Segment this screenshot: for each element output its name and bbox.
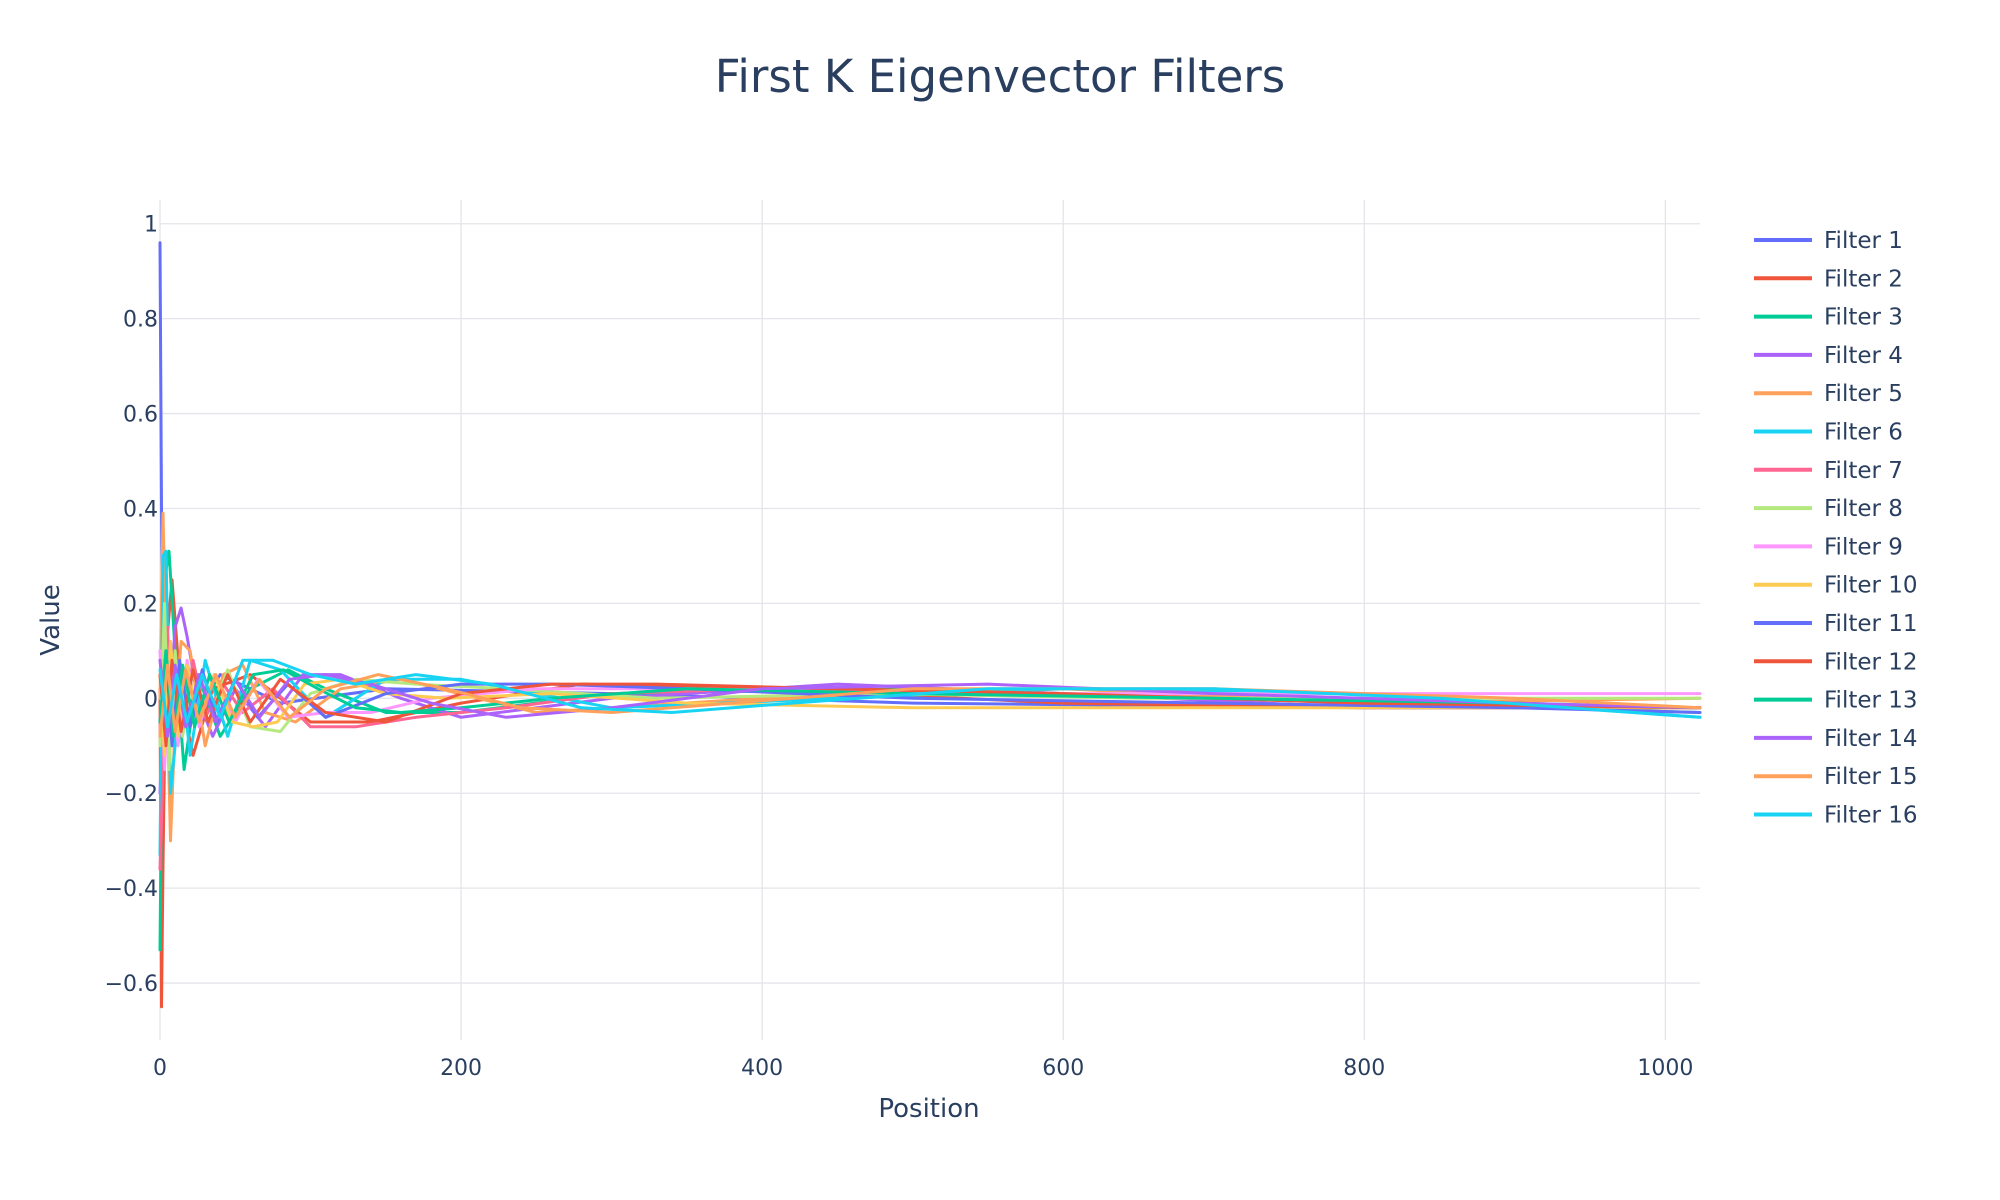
legend-item-filter-9[interactable]: Filter 9 xyxy=(1754,534,1903,560)
y-axis-ticks: −0.6 −0.4 −0.2 0 0.2 0.4 0.6 0.8 1 xyxy=(105,213,158,997)
legend-label: Filter 3 xyxy=(1824,305,1903,331)
x-tick-label: 1000 xyxy=(1637,1056,1693,1081)
legend-item-filter-6[interactable]: Filter 6 xyxy=(1754,420,1903,446)
x-tick-label: 400 xyxy=(741,1056,783,1081)
x-axis-title: Position xyxy=(878,1094,979,1124)
legend-item-filter-11[interactable]: Filter 11 xyxy=(1754,611,1918,637)
legend-label: Filter 1 xyxy=(1824,228,1903,254)
y-tick-label: −0.2 xyxy=(105,782,158,807)
y-axis-title: Value xyxy=(36,584,66,655)
legend-item-filter-15[interactable]: Filter 15 xyxy=(1754,764,1918,790)
legend-label: Filter 12 xyxy=(1824,649,1918,675)
x-axis-ticks: 0 200 400 600 800 1000 xyxy=(153,1056,1693,1081)
y-tick-label: 0 xyxy=(144,687,158,712)
x-tick-label: 0 xyxy=(153,1056,167,1081)
legend-label: Filter 7 xyxy=(1824,458,1903,484)
series-line-filter-16 xyxy=(158,658,1702,729)
legend-item-filter-14[interactable]: Filter 14 xyxy=(1754,726,1918,752)
y-tick-label: 0.8 xyxy=(123,308,158,333)
legend-label: Filter 6 xyxy=(1824,420,1903,446)
series-line-filter-12 xyxy=(158,658,1702,748)
legend-label: Filter 5 xyxy=(1824,381,1903,407)
series-line-filter-15 xyxy=(158,663,1702,738)
legend-label: Filter 2 xyxy=(1824,266,1903,292)
legend-label: Filter 4 xyxy=(1824,343,1903,369)
legend-label: Filter 16 xyxy=(1824,803,1918,829)
series-line-filter-4 xyxy=(158,606,1702,795)
legend-item-filter-3[interactable]: Filter 3 xyxy=(1754,305,1903,331)
legend-label: Filter 14 xyxy=(1824,726,1918,752)
legend-label: Filter 15 xyxy=(1824,764,1918,790)
legend-item-filter-13[interactable]: Filter 13 xyxy=(1754,688,1918,714)
y-tick-label: 0.4 xyxy=(123,497,158,522)
legend-label: Filter 11 xyxy=(1824,611,1918,637)
legend-item-filter-7[interactable]: Filter 7 xyxy=(1754,458,1903,484)
y-tick-label: 0.2 xyxy=(123,592,158,617)
legend-label: Filter 13 xyxy=(1824,688,1918,714)
x-tick-label: 800 xyxy=(1343,1056,1385,1081)
legend-item-filter-16[interactable]: Filter 16 xyxy=(1754,803,1918,829)
chart-title: First K Eigenvector Filters xyxy=(715,50,1285,103)
legend-item-filter-8[interactable]: Filter 8 xyxy=(1754,496,1903,522)
legend-item-filter-1[interactable]: Filter 1 xyxy=(1754,228,1903,254)
series-line-filter-7 xyxy=(158,625,1702,871)
y-tick-label: 1 xyxy=(144,213,158,238)
x-tick-label: 200 xyxy=(440,1056,482,1081)
legend-item-filter-4[interactable]: Filter 4 xyxy=(1754,343,1903,369)
legend-item-filter-10[interactable]: Filter 10 xyxy=(1754,573,1918,599)
grid-lines xyxy=(159,200,1700,1040)
series-lines xyxy=(158,241,1702,1009)
y-tick-label: −0.6 xyxy=(105,972,158,997)
y-tick-label: −0.4 xyxy=(105,877,158,902)
legend-item-filter-2[interactable]: Filter 2 xyxy=(1754,266,1903,292)
y-tick-label: 0.6 xyxy=(123,403,158,428)
series-line-filter-5 xyxy=(158,511,1702,843)
legend-item-filter-5[interactable]: Filter 5 xyxy=(1754,381,1903,407)
legend-label: Filter 9 xyxy=(1824,534,1903,560)
legend-label: Filter 8 xyxy=(1824,496,1903,522)
legend-item-filter-12[interactable]: Filter 12 xyxy=(1754,649,1918,675)
series-line-filter-14 xyxy=(158,658,1702,738)
series-line-filter-3 xyxy=(158,549,1702,952)
legend[interactable]: Filter 1 Filter 2 Filter 3 Filter 4 Filter 5… xyxy=(1754,228,1918,829)
legend-label: Filter 10 xyxy=(1824,573,1918,599)
x-tick-label: 600 xyxy=(1042,1056,1084,1081)
